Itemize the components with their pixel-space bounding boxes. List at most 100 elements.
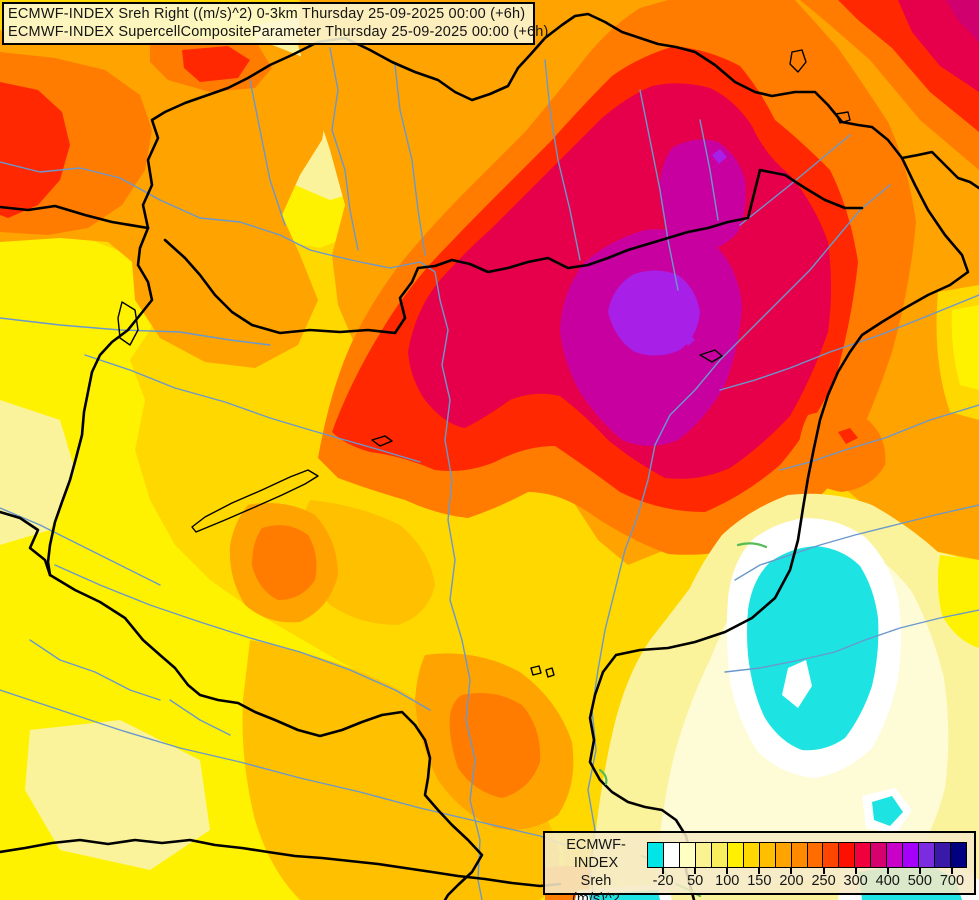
legend-tickmark [726, 868, 729, 874]
river-szamos [719, 294, 979, 391]
legend-color-cell [871, 843, 888, 867]
river-ipel [544, 59, 581, 261]
lake-balaton [191, 469, 319, 533]
contour-magenta-topright [946, 0, 979, 42]
green-dash-4 [736, 542, 768, 549]
rivers [0, 47, 979, 900]
contour-violet-dot-1 [712, 149, 727, 164]
legend-color-cell [695, 843, 712, 867]
river-raba [84, 354, 421, 463]
border-austria-czech [0, 204, 150, 230]
border-slovakia-hungary [163, 168, 864, 335]
legend-ticklabels: -20 50 100 150 200 250 300 400 500 700 [647, 873, 968, 891]
river-morava [249, 79, 286, 226]
legend-labels: ECMWF-INDEX Sreh (m/s)^2 [547, 836, 645, 900]
legend-color-cell [663, 843, 680, 867]
legend-tick-label: -20 [652, 873, 674, 889]
legend-color-cell [935, 843, 952, 867]
legend-color-cell [807, 843, 824, 867]
border-czech-slovakia [141, 36, 347, 230]
legend-tick-label: 100 [715, 873, 740, 889]
river-drava [54, 564, 431, 711]
contour-crimson-topright [898, 0, 979, 92]
contour-deeporange-balaton-sw [252, 525, 317, 600]
green-dash-3 [598, 768, 608, 786]
border-austria-hungary [46, 226, 154, 577]
border-croatia-bosnia [0, 838, 562, 888]
legend-tick-label: 150 [747, 873, 772, 889]
contour-pale-bottomleft [25, 720, 210, 870]
legend-color-cell [759, 843, 776, 867]
river-slovakia-east-1 [639, 89, 679, 291]
border-slovenia [0, 510, 52, 577]
legend-tickmark [662, 868, 665, 874]
lake-neusiedl [117, 301, 139, 346]
legend-tickmark [950, 868, 953, 874]
river-maros [724, 609, 979, 673]
river-bottomleft-2 [169, 699, 231, 736]
contour-deeporange-bottomcenter-core [449, 692, 541, 798]
contour-cyan-southeast [747, 546, 879, 751]
lake-small-south-2 [545, 667, 555, 678]
legend-model-label: ECMWF-INDEX [566, 837, 626, 871]
lakes [117, 49, 851, 678]
legend-tick-label: 50 [687, 873, 704, 889]
legend-tick-label: 400 [875, 873, 900, 889]
contour-violet-dot-2 [682, 333, 695, 346]
country-borders [0, 12, 979, 900]
legend-tickmark [886, 868, 889, 874]
contour-yellow-right-edge [951, 305, 979, 390]
legend-color-cell [839, 843, 856, 867]
legend-tick-label: 200 [779, 873, 804, 889]
legend-color-cell [711, 843, 728, 867]
river-mura [0, 507, 161, 586]
legend-tick-label: 500 [907, 873, 932, 889]
river-vah [329, 47, 359, 251]
lake-small-ne-1 [789, 49, 807, 73]
legend-tickmark [918, 868, 921, 874]
contour-yellow-southeast-edge [937, 555, 979, 648]
border-slovakia-poland [343, 12, 979, 190]
legend-tick-label: 700 [939, 873, 965, 889]
contour-magenta-upper-patch [659, 139, 746, 252]
contour-white-notch-in-cyan [782, 660, 812, 708]
contour-pale-west-edge [0, 400, 75, 545]
legend-color-cell [823, 843, 840, 867]
title-line-supercell: ECMWF-INDEX SupercellCompositeParameter … [8, 24, 549, 40]
lake-tisza [699, 349, 723, 363]
legend-tickmark [822, 868, 825, 874]
legend-color-cell [951, 843, 967, 867]
legend-box: ECMWF-INDEX Sreh (m/s)^2 -20 50 100 150 200 2… [543, 831, 976, 900]
legend-parameter-label: Sreh [580, 873, 612, 889]
map-title-box: ECMWF-INDEX Sreh Right ((m/s)^2) 0-3km T… [2, 2, 549, 45]
contour-red-east-mid-dot [838, 428, 858, 444]
contour-violet-core [608, 270, 700, 356]
river-bodrog [739, 134, 851, 226]
legend-color-cell [791, 843, 808, 867]
river-slovakia-east-2 [699, 119, 719, 221]
legend-color-cell [743, 843, 760, 867]
border-hungary-ukraine-romania [588, 156, 970, 900]
legend-units-label: (m/s)^2 [572, 891, 620, 900]
legend-tick-label: 300 [843, 873, 868, 889]
legend-tick-label: 250 [811, 873, 836, 889]
contour-red-north-small [182, 46, 250, 82]
river-koros-2 [734, 504, 979, 581]
river-tisza [587, 184, 891, 900]
contour-amber-balaton-east [300, 500, 435, 625]
contour-amber-bottomcenter [242, 640, 560, 900]
lake-velence [371, 435, 393, 447]
lake-small-ne-2 [835, 111, 851, 124]
legend-tickmark [758, 868, 761, 874]
river-west-small [0, 317, 271, 346]
river-sava [0, 689, 566, 846]
river-hron [394, 64, 426, 256]
river-danube [0, 161, 483, 900]
legend-tickmark [694, 868, 697, 874]
legend-color-cell [775, 843, 792, 867]
lake-small-south-1 [530, 665, 542, 676]
title-line-sreh: ECMWF-INDEX Sreh Right ((m/s)^2) 0-3km T… [8, 6, 526, 22]
legend-color-cell [727, 843, 744, 867]
